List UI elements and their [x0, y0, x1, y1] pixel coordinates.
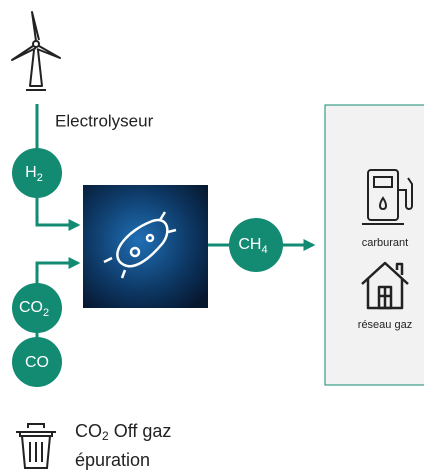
grid-label: réseau gaz: [358, 319, 412, 331]
page: Electrolyseur H2 CH4 CO2 CO carburant ré…: [0, 0, 424, 475]
diagram: Electrolyseur H2 CH4 CO2 CO carburant ré…: [0, 0, 424, 475]
node-co: CO: [12, 337, 62, 387]
wind-turbine-icon: [12, 12, 60, 90]
purification-label: épuration: [75, 450, 150, 470]
offgas-rest: Off gaz: [109, 421, 172, 441]
offgas-label: CO2 Off gaz: [75, 421, 171, 443]
node-h2: H2: [12, 148, 62, 198]
node-subscript: 2: [37, 172, 43, 184]
offgas-main: CO: [75, 421, 102, 441]
node-ch4: CH4: [229, 218, 283, 272]
node-co2: CO2: [12, 283, 62, 333]
node-label: CO: [19, 299, 43, 316]
trash-icon: [16, 424, 56, 468]
reactor-image: [83, 185, 208, 308]
node-label: CO: [25, 354, 49, 371]
node-subscript: 2: [43, 307, 49, 319]
node-subscript: 4: [261, 244, 267, 256]
node-label: H: [25, 164, 37, 181]
node-label: CH: [238, 236, 261, 253]
fuel-label: carburant: [362, 237, 408, 249]
electrolyser-label: Electrolyseur: [55, 111, 154, 130]
